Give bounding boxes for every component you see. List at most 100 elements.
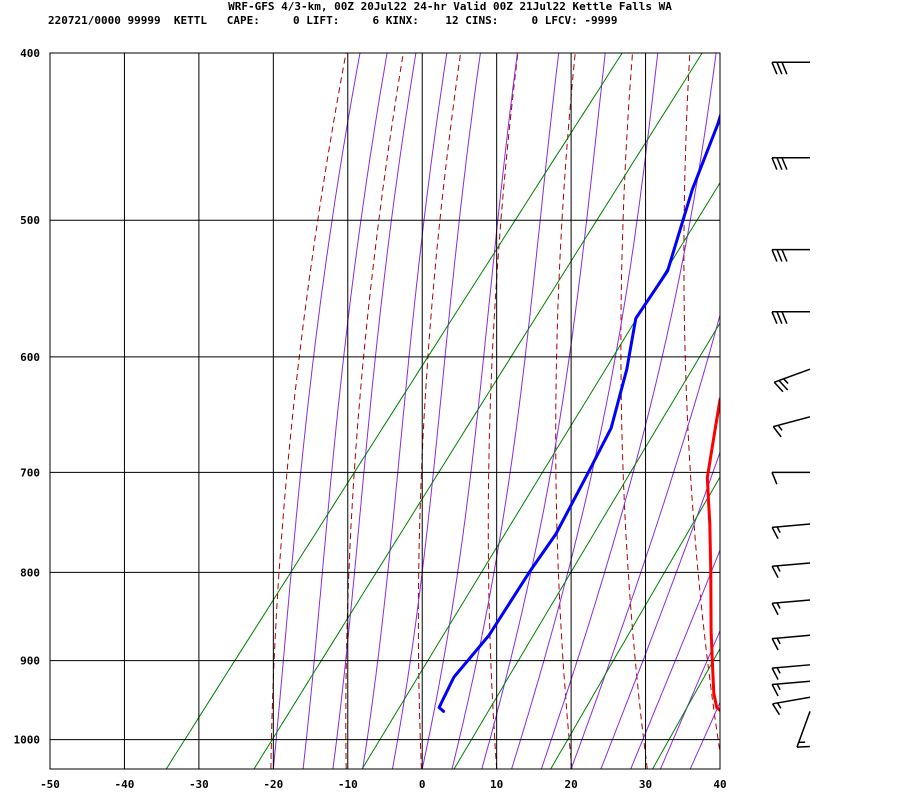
barb-feather (776, 62, 783, 75)
barb-feather (771, 602, 779, 616)
y-tick-label: 600 (20, 351, 40, 364)
mixing-ratio-line (165, 53, 623, 769)
barb-feather (781, 62, 788, 75)
mixing-ratio-line (550, 476, 720, 769)
mixing-ratio-line (253, 53, 703, 769)
barb-feather (771, 565, 779, 579)
moist-adiabat (421, 53, 518, 769)
barb-staff (772, 696, 811, 705)
wind-barbs (771, 61, 811, 748)
moist-adiabat (540, 53, 717, 769)
barb-feather (781, 249, 788, 262)
y-tick-label: 700 (20, 466, 40, 479)
temperature-profile (705, 396, 720, 713)
axis-labels: -50 -40 -30 -20 -10 0 10 20 30 40 400 500 600 700 800 9… (14, 47, 727, 791)
x-tick-label: 30 (639, 778, 652, 791)
barb-feather (771, 62, 778, 75)
dry-adiabat (345, 53, 404, 769)
barb-staff (772, 664, 811, 669)
wind-barb (771, 634, 811, 651)
barb-staff (772, 562, 811, 568)
x-tick-label: -30 (189, 778, 209, 791)
dry-adiabat (745, 53, 798, 769)
x-tick-label: 0 (419, 778, 426, 791)
wind-barb (771, 696, 811, 716)
barb-feather (781, 157, 788, 170)
barb-half-feather (776, 702, 782, 709)
barb-feather (771, 527, 779, 540)
x-tick-label: -40 (115, 778, 135, 791)
barb-feather (771, 684, 779, 697)
wind-barb (796, 711, 811, 748)
dry-adiabat (804, 53, 873, 769)
mixing-ratio-line (361, 181, 720, 769)
wind-barb (771, 562, 811, 579)
x-tick-label: -10 (338, 778, 358, 791)
barb-half-feather (783, 378, 789, 385)
barb-half-feather (776, 565, 781, 572)
moist-adiabat (659, 629, 720, 769)
barb-half-feather (776, 637, 781, 645)
moist-adiabat (600, 450, 720, 769)
barb-feather (771, 472, 778, 485)
x-tick-label: 40 (713, 778, 726, 791)
moist-adiabat (630, 548, 720, 769)
barb-half-feather (776, 602, 781, 609)
wind-barb (771, 599, 811, 616)
barb-half-feather (776, 667, 781, 674)
dewpoint-profile (437, 112, 720, 713)
dry-adiabat (862, 53, 900, 769)
barb-feather (771, 667, 779, 680)
moist-adiabat (362, 53, 448, 769)
x-tick-label: -50 (40, 778, 60, 791)
plot-frame (49, 52, 721, 770)
moist-adiabat (481, 53, 606, 769)
barb-feather (771, 249, 778, 262)
chart-title: WRF-GFS 4/3-km, 00Z 20Jul22 24-hr Valid … (228, 0, 672, 13)
x-tick-label: 20 (564, 778, 577, 791)
barb-staff (772, 599, 811, 605)
moist-adiabat (689, 701, 720, 769)
wind-barb (771, 680, 811, 697)
barb-half-feather (776, 683, 781, 691)
mixing-ratio-line (652, 647, 720, 769)
barb-staff (773, 416, 811, 428)
dry-adiabat (417, 53, 462, 769)
moist-adiabat (570, 313, 720, 769)
barb-feather (772, 426, 782, 438)
moist-adiabat (511, 53, 659, 769)
reference-lines (165, 53, 900, 769)
dry-adiabat (620, 53, 648, 769)
barb-staff (796, 711, 811, 748)
moist-adiabat (451, 53, 560, 769)
dry-adiabat (555, 53, 576, 769)
wind-barb (771, 61, 810, 75)
barb-staff (772, 523, 811, 529)
barb-staff (772, 680, 811, 686)
barb-feather (771, 638, 779, 651)
wind-barb (771, 523, 811, 540)
wind-barb (771, 471, 810, 485)
wind-barb (772, 416, 811, 438)
dry-adiabat (683, 53, 720, 756)
barb-feather (776, 249, 783, 262)
barb-feather (781, 311, 788, 324)
x-tick-label: 10 (490, 778, 503, 791)
barb-feather (771, 311, 778, 324)
moist-adiabat (391, 53, 481, 769)
moist-adiabat (302, 53, 388, 769)
wind-barb (771, 156, 810, 170)
y-tick-label: 500 (20, 214, 40, 227)
profiles (437, 112, 720, 713)
y-tick-label: 1000 (14, 734, 41, 747)
chart-subtitle: 220721/0000 99999 KETTL CAPE: 0 LIFT: 6 … (48, 14, 618, 27)
barb-feather (778, 379, 789, 391)
y-tick-label: 900 (20, 655, 40, 668)
y-tick-label: 800 (20, 566, 40, 579)
barb-feather (771, 703, 781, 716)
barb-feather (796, 745, 810, 748)
wind-barb (771, 311, 810, 324)
wind-barb (771, 248, 810, 262)
barb-feather (773, 381, 784, 393)
dry-adiabat (487, 53, 519, 769)
